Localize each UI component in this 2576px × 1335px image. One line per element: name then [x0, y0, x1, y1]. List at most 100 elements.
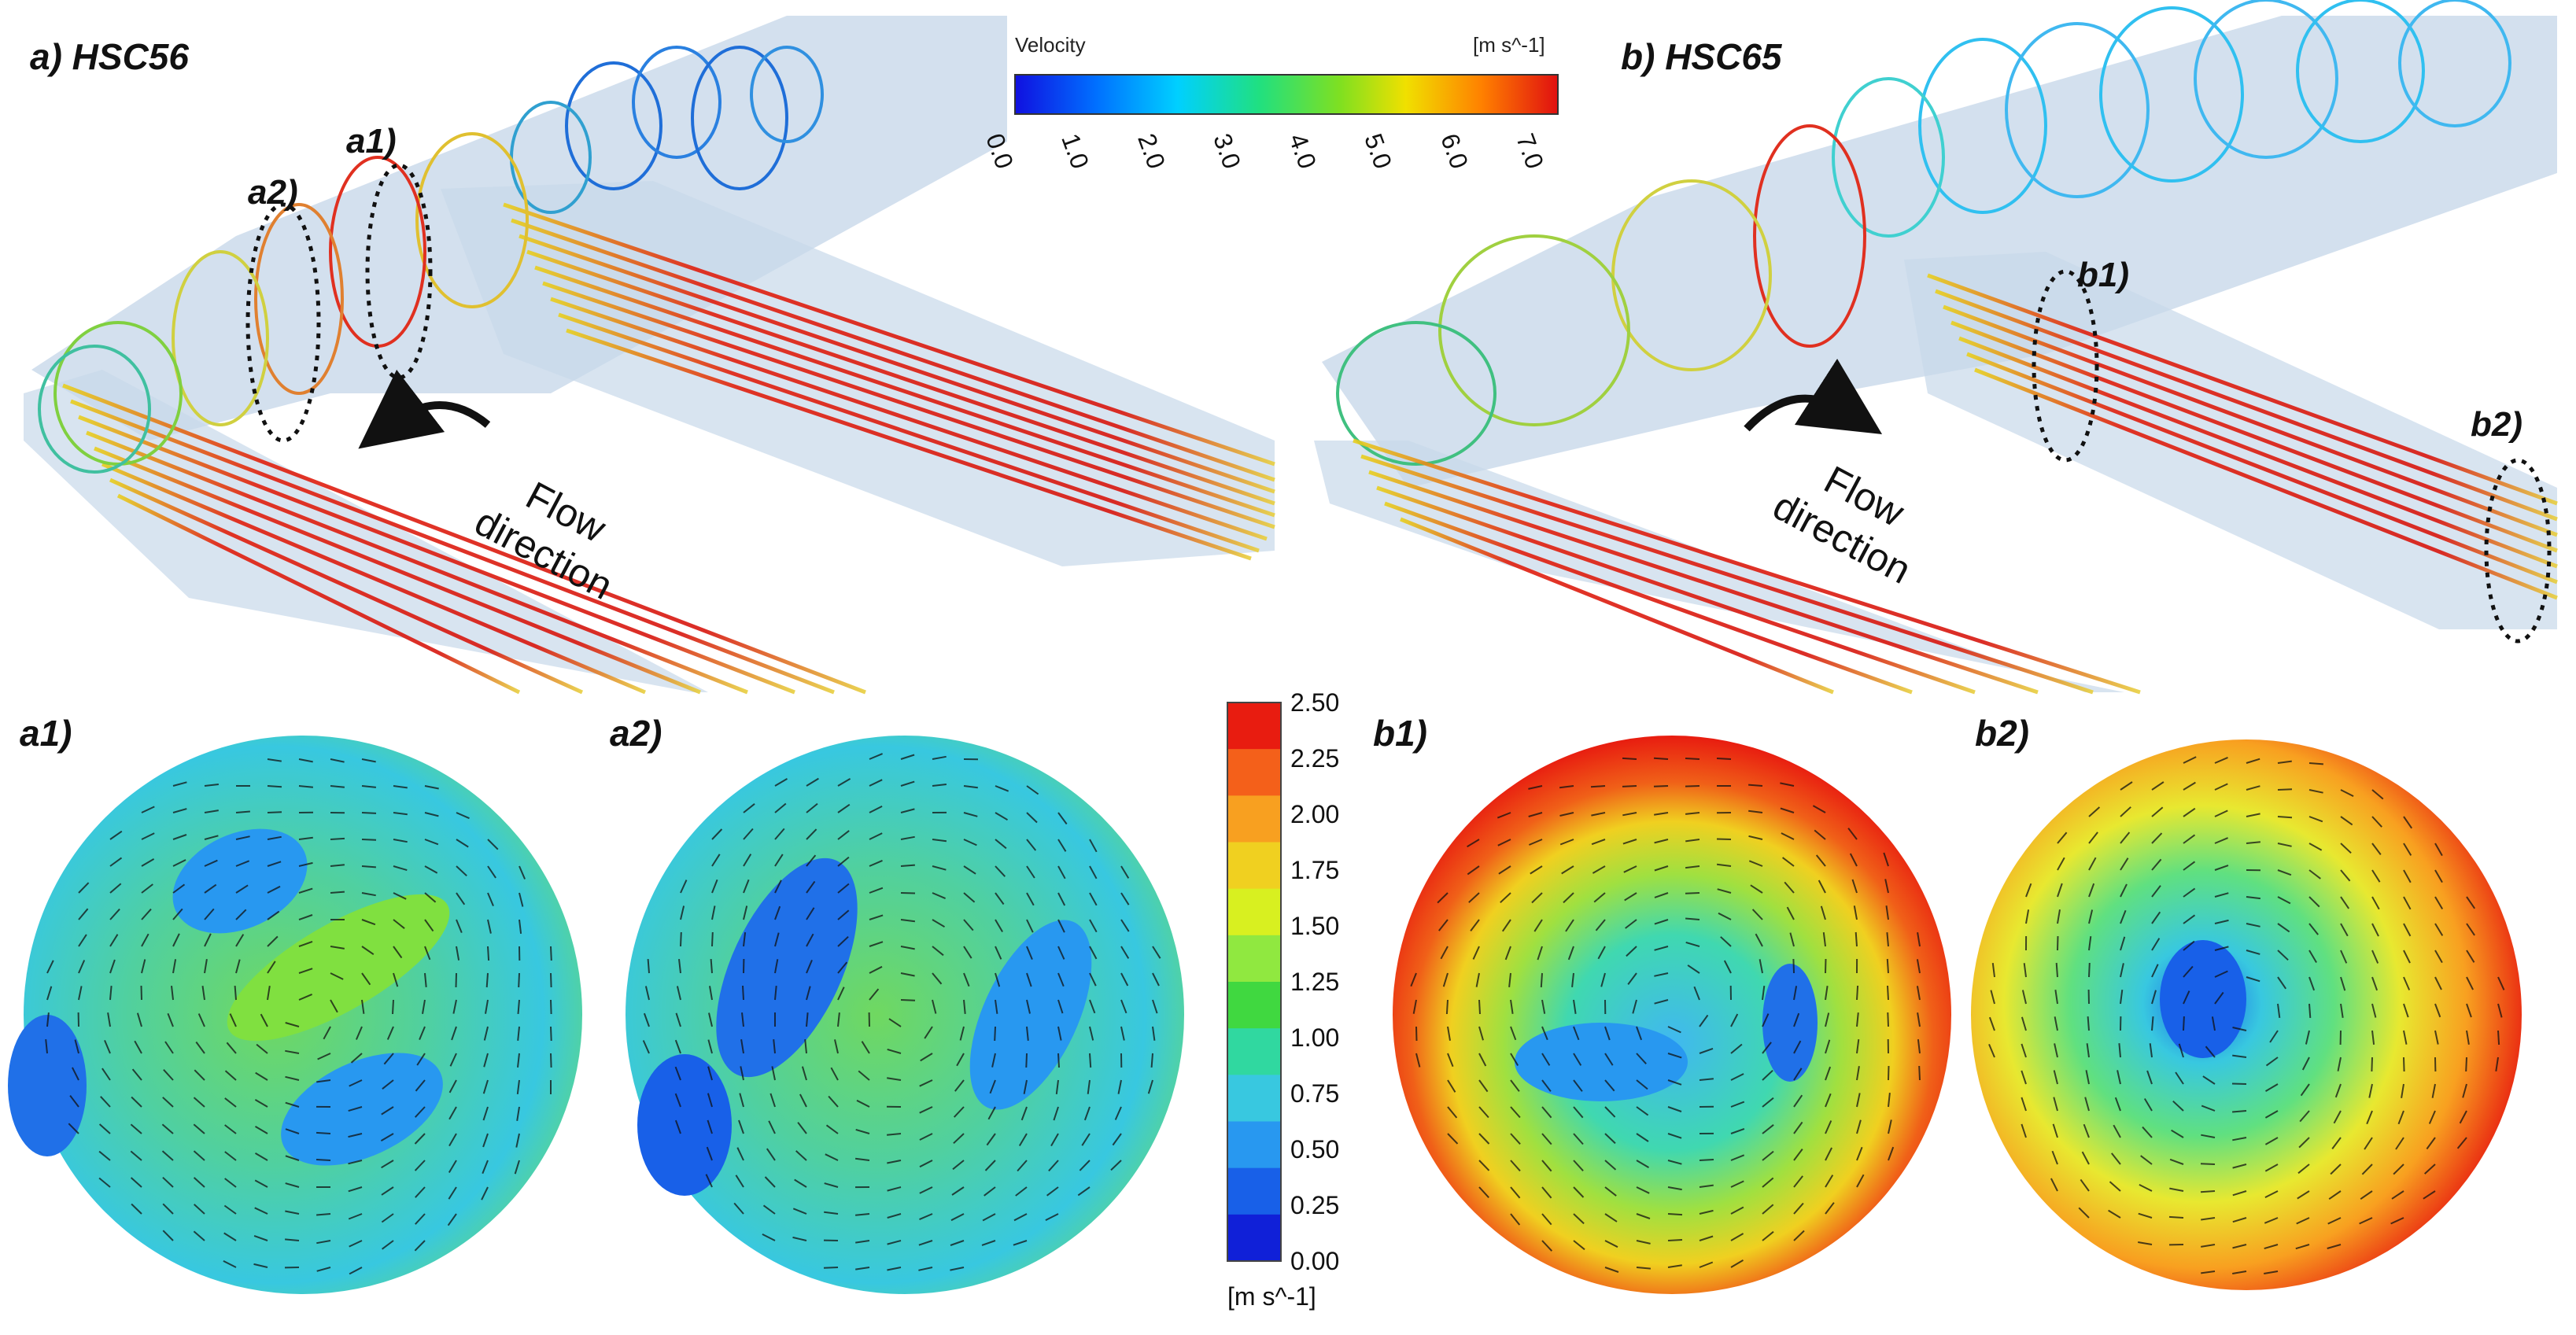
velocity-vector	[1716, 838, 1732, 840]
velocity-vector	[348, 1133, 363, 1138]
velocity-vector	[1501, 919, 1511, 932]
velocity-vector	[2117, 1070, 2121, 1085]
velocity-vector	[1781, 857, 1795, 867]
velocity-vector	[1699, 1235, 1714, 1241]
velocity-vector	[2246, 950, 2260, 955]
velocity-vector	[1415, 1026, 1418, 1042]
velocity-vector	[1825, 1066, 1832, 1081]
velocity-vector	[415, 1079, 426, 1092]
velocity-vector	[1537, 946, 1543, 961]
velocity-vector	[393, 839, 408, 843]
velocity-vector	[762, 1234, 776, 1241]
velocity-vector	[78, 986, 83, 1001]
velocity-vector	[2371, 789, 2384, 800]
velocity-vector	[733, 1202, 744, 1215]
velocity-vector	[298, 861, 313, 867]
velocity-vector	[2120, 883, 2128, 898]
velocity-vector	[424, 812, 439, 817]
velocity-vector	[393, 919, 405, 929]
velocity-vector	[1541, 1240, 1553, 1252]
velocity-vector	[487, 919, 492, 934]
velocity-vector	[954, 1079, 965, 1092]
velocity-vector	[2081, 1151, 2090, 1165]
velocity-vector	[456, 919, 463, 933]
velocity-vector	[2140, 1155, 2153, 1165]
velocity-vector	[1717, 888, 1732, 894]
velocity-vector	[1847, 828, 1858, 840]
velocity-vector	[2088, 883, 2095, 898]
velocity-vector	[2264, 1190, 2279, 1198]
velocity-vector	[380, 1133, 394, 1141]
velocity-vector	[98, 1177, 111, 1188]
cross-section-b1	[1393, 736, 1951, 1294]
velocity-vector	[2296, 1217, 2310, 1225]
velocity-vector	[1825, 1147, 1832, 1161]
velocity-vector	[235, 860, 250, 867]
velocity-vector	[2277, 843, 2292, 847]
velocity-vector	[795, 1150, 807, 1161]
velocity-vector	[2334, 1083, 2342, 1098]
velocity-vector	[141, 832, 155, 840]
velocity-vector	[487, 892, 494, 906]
contour-colorbar-band	[1227, 982, 1281, 1029]
velocity-vector	[1886, 932, 1889, 947]
velocity-vector	[298, 836, 313, 840]
velocity-vector	[855, 1267, 870, 1270]
velocity-vector	[141, 858, 155, 867]
velocity-vector	[1812, 805, 1826, 813]
velocity-vector	[254, 1207, 268, 1215]
velocity-vector	[1888, 1119, 1892, 1134]
velocity-vector	[1825, 958, 1827, 974]
velocity-vector	[963, 839, 977, 846]
velocity-vector	[2175, 1071, 2184, 1085]
velocity-vector	[109, 830, 123, 840]
velocity-vector	[2057, 857, 2065, 871]
velocity-vector	[1541, 1026, 1548, 1041]
velocity-vector	[2391, 1190, 2404, 1200]
cross-section-a2-label: a2)	[610, 713, 662, 754]
velocity-vector	[1057, 1053, 1060, 1068]
velocity-vector	[1654, 865, 1669, 872]
velocity-vector	[801, 1066, 807, 1081]
velocity-vector	[2431, 1083, 2436, 1098]
velocity-vector	[2434, 1030, 2439, 1045]
velocity-vector	[1529, 839, 1543, 846]
velocity-vector	[2264, 1083, 2279, 1092]
velocity-vector	[774, 959, 779, 974]
velocity-vector	[141, 883, 153, 894]
velocity-vector	[2151, 938, 2161, 951]
velocity-vector	[1856, 1119, 1862, 1134]
velocity-vector	[2114, 1097, 2121, 1112]
velocity-vector	[224, 1070, 237, 1081]
velocity-vector	[1604, 1106, 1616, 1118]
annotation-b1-ellipse	[2032, 269, 2099, 463]
velocity-vector	[1057, 892, 1066, 906]
velocity-vector	[1636, 1026, 1643, 1041]
velocity-vector	[1565, 919, 1574, 932]
velocity-vector	[919, 1106, 933, 1114]
velocity-vector	[229, 1013, 237, 1027]
velocity-vector	[1046, 1186, 1059, 1197]
velocity-vector	[2246, 785, 2260, 791]
velocity-vector	[2497, 1003, 2503, 1018]
velocity-vector	[130, 1123, 142, 1134]
velocity-vector	[869, 806, 883, 813]
velocity-vector	[1595, 919, 1606, 931]
velocity-vector	[1990, 990, 1995, 1005]
velocity-vector	[1478, 1053, 1487, 1067]
velocity-vector	[837, 1012, 840, 1027]
velocity-vector	[963, 865, 976, 875]
velocity-vector	[2434, 896, 2444, 910]
velocity-vector	[887, 1186, 902, 1192]
annotation-a1-ellipse	[365, 163, 433, 380]
velocity-vector	[1699, 1184, 1714, 1188]
velocity-vector	[644, 986, 650, 1001]
velocity-vector	[2108, 1209, 2121, 1219]
velocity-vector	[1597, 946, 1606, 960]
velocity-vector	[1988, 1016, 1995, 1031]
velocity-vector	[2466, 896, 2476, 909]
velocity-vector	[1793, 1068, 1803, 1081]
velocity-vector	[869, 779, 883, 787]
velocity-vector	[2120, 963, 2124, 978]
velocity-vector	[1604, 1053, 1614, 1066]
